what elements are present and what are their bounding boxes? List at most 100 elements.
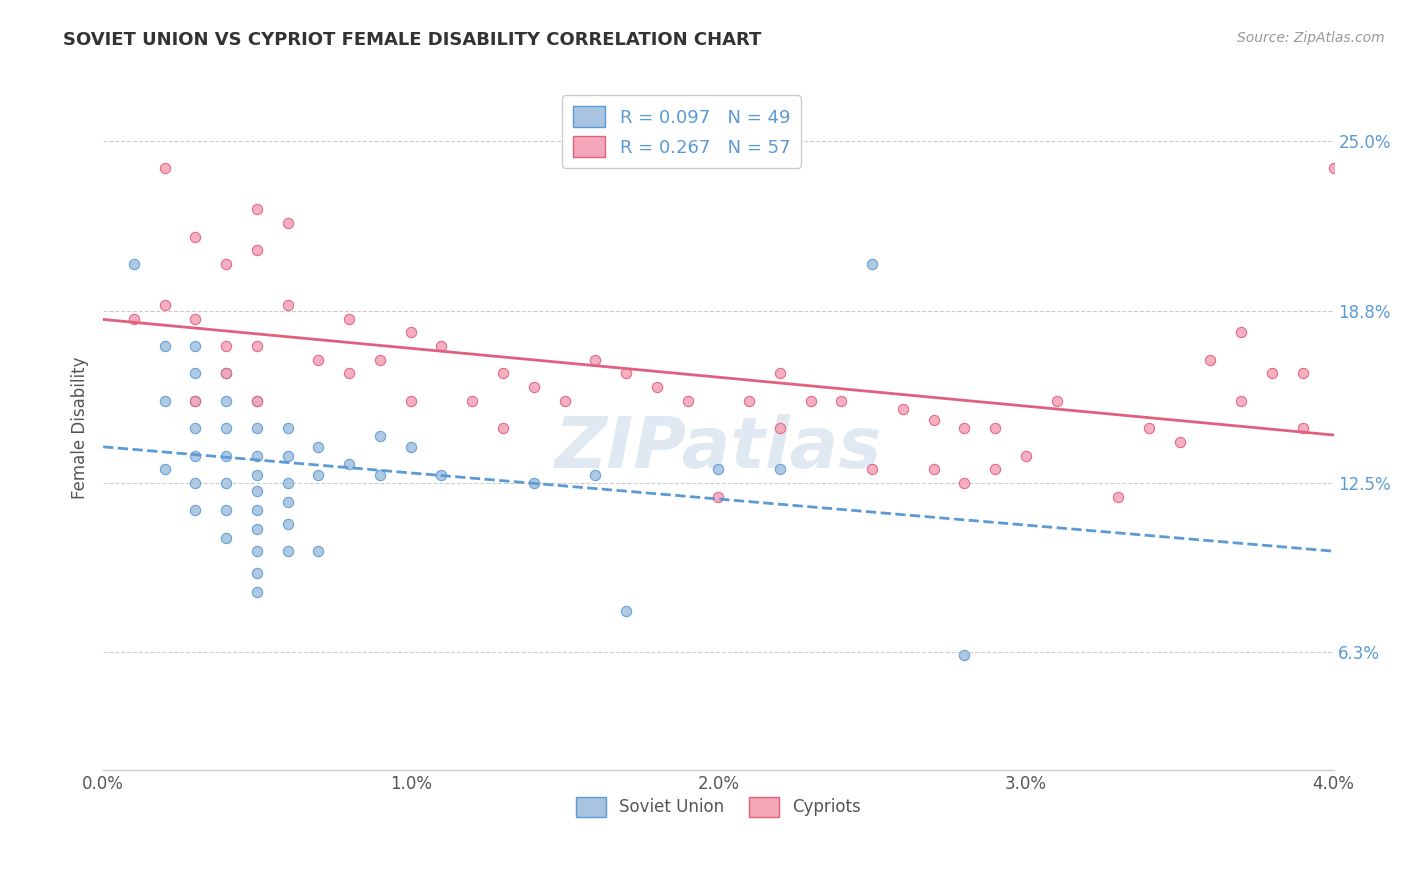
Point [215,531,238,545]
Point [184,449,207,463]
Point [184,393,207,408]
Point [246,244,269,258]
Point [215,449,238,463]
Point [953,475,976,490]
Point [1168,434,1191,449]
Point [676,393,699,408]
Point [277,298,299,312]
Point [277,544,299,558]
Point [122,311,145,326]
Point [368,429,391,443]
Point [399,440,422,454]
Point [399,326,422,340]
Point [184,393,207,408]
Legend: Soviet Union, Cypriots: Soviet Union, Cypriots [569,790,868,823]
Point [583,352,606,367]
Point [953,421,976,435]
Point [246,393,269,408]
Point [215,257,238,271]
Point [1046,393,1069,408]
Point [246,585,269,599]
Point [184,503,207,517]
Point [1230,393,1253,408]
Point [984,421,1007,435]
Point [337,311,360,326]
Point [277,495,299,509]
Point [215,339,238,353]
Point [184,367,207,381]
Point [368,467,391,482]
Point [1322,161,1344,176]
Point [246,202,269,217]
Point [492,367,515,381]
Point [153,298,176,312]
Point [645,380,668,394]
Y-axis label: Female Disability: Female Disability [72,357,89,500]
Point [215,475,238,490]
Point [583,467,606,482]
Point [277,421,299,435]
Point [307,440,329,454]
Point [614,367,637,381]
Point [769,421,792,435]
Point [246,503,269,517]
Point [307,352,329,367]
Point [922,462,945,476]
Text: Source: ZipAtlas.com: Source: ZipAtlas.com [1237,31,1385,45]
Point [769,462,792,476]
Point [1137,421,1160,435]
Point [430,339,453,353]
Point [830,393,852,408]
Point [1292,421,1315,435]
Point [184,229,207,244]
Point [614,604,637,618]
Point [246,544,269,558]
Point [215,421,238,435]
Text: ZIPatlas: ZIPatlas [554,414,882,483]
Point [1015,449,1038,463]
Point [215,367,238,381]
Point [307,467,329,482]
Point [246,339,269,353]
Point [215,503,238,517]
Point [277,475,299,490]
Point [246,467,269,482]
Point [707,462,730,476]
Point [184,421,207,435]
Point [184,475,207,490]
Point [984,462,1007,476]
Point [368,352,391,367]
Point [492,421,515,435]
Point [769,367,792,381]
Point [800,393,823,408]
Point [891,402,914,417]
Point [1107,490,1129,504]
Point [153,161,176,176]
Point [337,367,360,381]
Point [246,566,269,581]
Point [523,475,546,490]
Point [307,544,329,558]
Point [246,449,269,463]
Point [246,484,269,499]
Point [1261,367,1284,381]
Point [461,393,484,408]
Point [860,257,883,271]
Point [277,216,299,230]
Text: SOVIET UNION VS CYPRIOT FEMALE DISABILITY CORRELATION CHART: SOVIET UNION VS CYPRIOT FEMALE DISABILIT… [63,31,762,49]
Point [554,393,576,408]
Point [184,339,207,353]
Point [738,393,761,408]
Point [153,393,176,408]
Point [246,522,269,536]
Point [860,462,883,476]
Point [337,457,360,471]
Point [922,413,945,427]
Point [1230,326,1253,340]
Point [707,490,730,504]
Point [953,648,976,662]
Point [277,516,299,531]
Point [1199,352,1222,367]
Point [430,467,453,482]
Point [399,393,422,408]
